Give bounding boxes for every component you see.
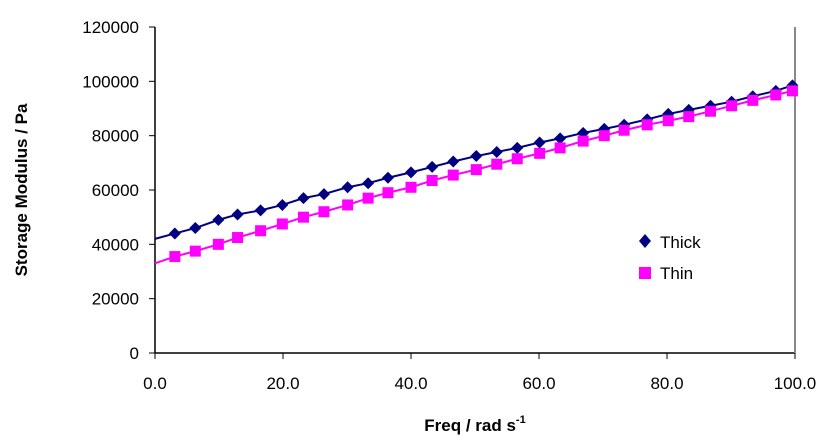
data-point-thin xyxy=(297,211,309,223)
data-point-thick xyxy=(189,222,202,235)
data-point-thin xyxy=(189,245,201,257)
legend-label-thin: Thin xyxy=(660,264,693,283)
data-point-thick xyxy=(381,171,394,184)
data-point-thick xyxy=(405,166,417,179)
data-point-thick xyxy=(168,227,181,240)
legend-marker-thin xyxy=(639,267,651,279)
data-point-thin xyxy=(382,187,394,199)
data-point-thin xyxy=(662,115,674,127)
data-point-thin xyxy=(705,105,717,117)
data-point-thick xyxy=(231,208,244,221)
x-tick-label: 40.0 xyxy=(394,374,427,393)
data-point-thick xyxy=(426,160,439,173)
data-point-thin xyxy=(577,135,589,147)
data-point-thin xyxy=(491,158,503,170)
x-tick-label: 100.0 xyxy=(774,374,817,393)
data-point-thin xyxy=(554,142,566,154)
data-point-thin xyxy=(342,199,354,211)
data-point-thin xyxy=(169,251,181,263)
x-tick-label: 60.0 xyxy=(522,374,555,393)
y-axis-label: Storage Modulus / Pa xyxy=(12,103,31,276)
x-tick-label: 20.0 xyxy=(266,374,299,393)
data-point-thick xyxy=(254,204,267,217)
legend: Thick Thin xyxy=(639,233,701,283)
data-point-thin xyxy=(534,147,546,159)
data-point-thick xyxy=(511,141,524,154)
data-point-thin xyxy=(276,218,288,230)
data-point-thin xyxy=(726,100,738,112)
data-point-thin xyxy=(255,225,267,237)
data-point-thick xyxy=(447,155,460,168)
data-point-thick xyxy=(554,132,567,145)
data-point-thin xyxy=(426,174,438,186)
data-point-thick xyxy=(362,177,375,190)
x-axis-label-text: Freq / rad s xyxy=(424,416,516,435)
x-tick-label: 80.0 xyxy=(650,374,683,393)
series-thick xyxy=(154,79,799,240)
data-point-thick xyxy=(276,198,289,211)
data-point-thin xyxy=(641,119,653,131)
data-point-thin xyxy=(232,232,244,244)
data-point-thin xyxy=(447,169,459,181)
x-axis-label-superscript: -1 xyxy=(516,414,526,426)
data-point-thin xyxy=(362,192,374,204)
data-point-thick xyxy=(341,181,354,194)
y-tick-label: 120000 xyxy=(82,18,139,37)
data-point-thin xyxy=(683,111,695,123)
data-point-thick xyxy=(212,213,225,226)
data-point-thick xyxy=(297,192,310,205)
y-tick-label: 100000 xyxy=(82,72,139,91)
data-point-thick xyxy=(470,150,483,163)
data-point-thin xyxy=(770,89,782,101)
data-point-thin xyxy=(598,130,610,142)
y-tick-label: 80000 xyxy=(92,127,139,146)
data-point-thin xyxy=(786,85,798,97)
y-tick-label: 40000 xyxy=(92,235,139,254)
x-axis-label: Freq / rad s-1 xyxy=(424,414,525,435)
y-tick-label: 60000 xyxy=(92,181,139,200)
data-point-thick xyxy=(490,145,503,158)
data-point-thin xyxy=(511,153,523,165)
data-point-thin xyxy=(212,238,224,250)
data-point-thin xyxy=(618,124,630,136)
series-thin xyxy=(154,85,798,265)
legend-label-thick: Thick xyxy=(660,233,701,252)
x-tick-label: 0.0 xyxy=(143,374,167,393)
data-point-thin xyxy=(747,94,759,106)
data-point-thin xyxy=(405,181,417,193)
data-point-thick xyxy=(317,188,330,201)
y-tick-label: 20000 xyxy=(92,290,139,309)
legend-marker-thick xyxy=(639,234,651,248)
data-point-thin xyxy=(470,164,482,176)
y-tick-label: 0 xyxy=(130,344,139,363)
trendline-thick xyxy=(154,84,793,240)
data-point-thin xyxy=(318,206,330,218)
data-point-thick xyxy=(533,136,546,149)
